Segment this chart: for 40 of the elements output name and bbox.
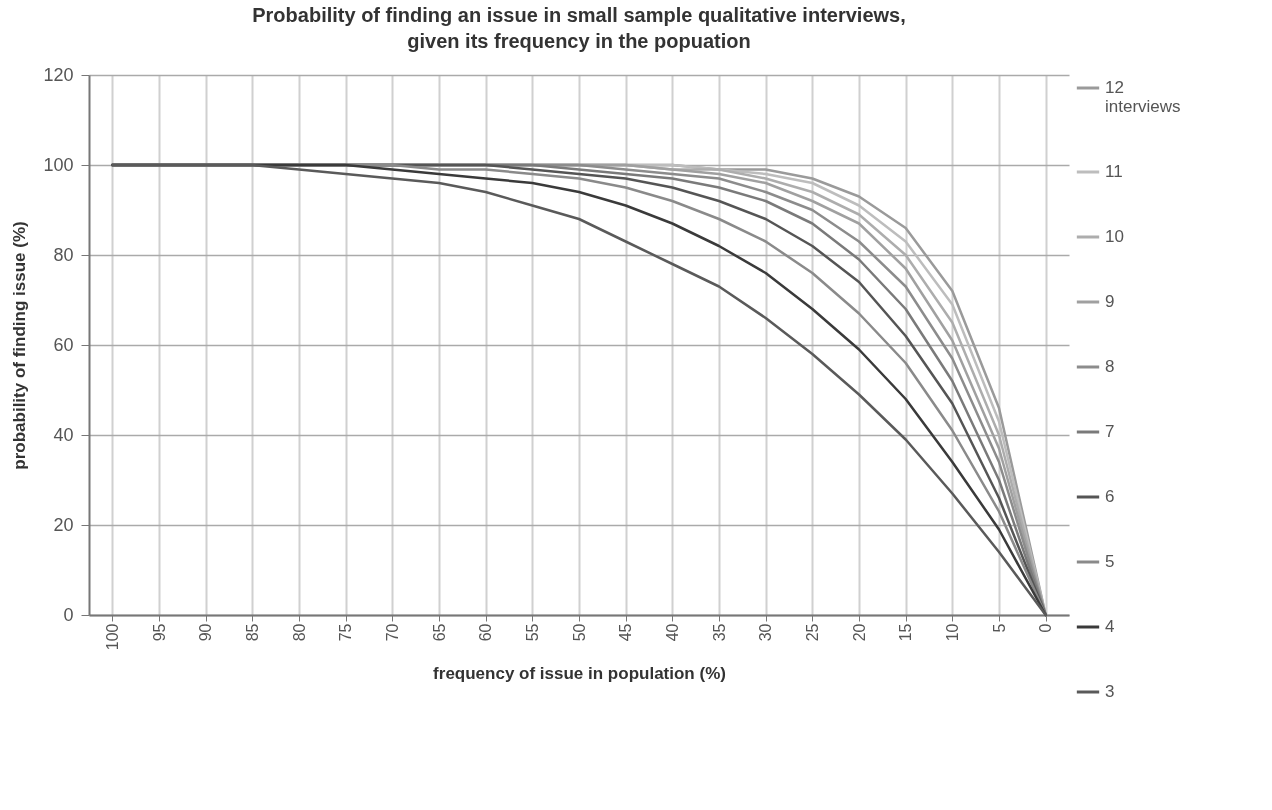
x-tick-label: 25 [803,623,821,642]
x-tick-label: 10 [943,623,961,642]
x-tick-label: 30 [757,623,775,642]
x-tick-label: 45 [617,623,635,642]
legend-label: 11 [1105,162,1123,181]
x-axis-title: frequency of issue in population (%) [433,664,726,684]
x-tick-label: 70 [383,623,401,642]
x-tick-label: 0 [1037,623,1055,633]
y-axis-title: probability of finding issue (%) [10,221,30,470]
x-tick-label: 55 [523,623,541,642]
y-tick-label: 40 [53,424,74,445]
x-tick-label: 85 [243,623,261,642]
x-tick-label: 15 [897,623,915,642]
x-tick-label: 50 [570,623,588,642]
legend-label: 4 [1105,617,1115,636]
legend-label: 3 [1105,682,1115,701]
legend-label: 9 [1105,292,1115,311]
x-tick-label: 5 [990,623,1008,633]
x-tick-label: 95 [150,623,168,642]
x-tick-label: 65 [430,623,448,642]
legend-label: 8 [1105,357,1115,376]
y-tick-label: 120 [43,64,74,85]
x-tick-label: 40 [663,623,681,642]
y-tick-label: 100 [43,154,74,175]
legend-label: 10 [1105,227,1124,246]
legend-label: 12 interviews [1105,78,1181,116]
legend-label: 6 [1105,487,1115,506]
x-tick-label: 75 [337,623,355,642]
legend-label: 5 [1105,552,1115,571]
y-tick-label: 20 [53,514,74,535]
legend-label: 7 [1105,422,1115,441]
y-tick-label: 60 [53,334,74,355]
x-tick-label: 90 [197,623,215,642]
y-tick-label: 80 [53,244,74,265]
x-tick-label: 100 [103,623,121,651]
chart-title: Probability of finding an issue in small sample qualitative interviews, given its frequency in the popuation [252,4,906,52]
x-tick-label: 60 [477,623,495,642]
x-tick-label: 80 [290,623,308,642]
x-tick-label: 20 [850,623,868,642]
x-tick-label: 35 [710,623,728,642]
